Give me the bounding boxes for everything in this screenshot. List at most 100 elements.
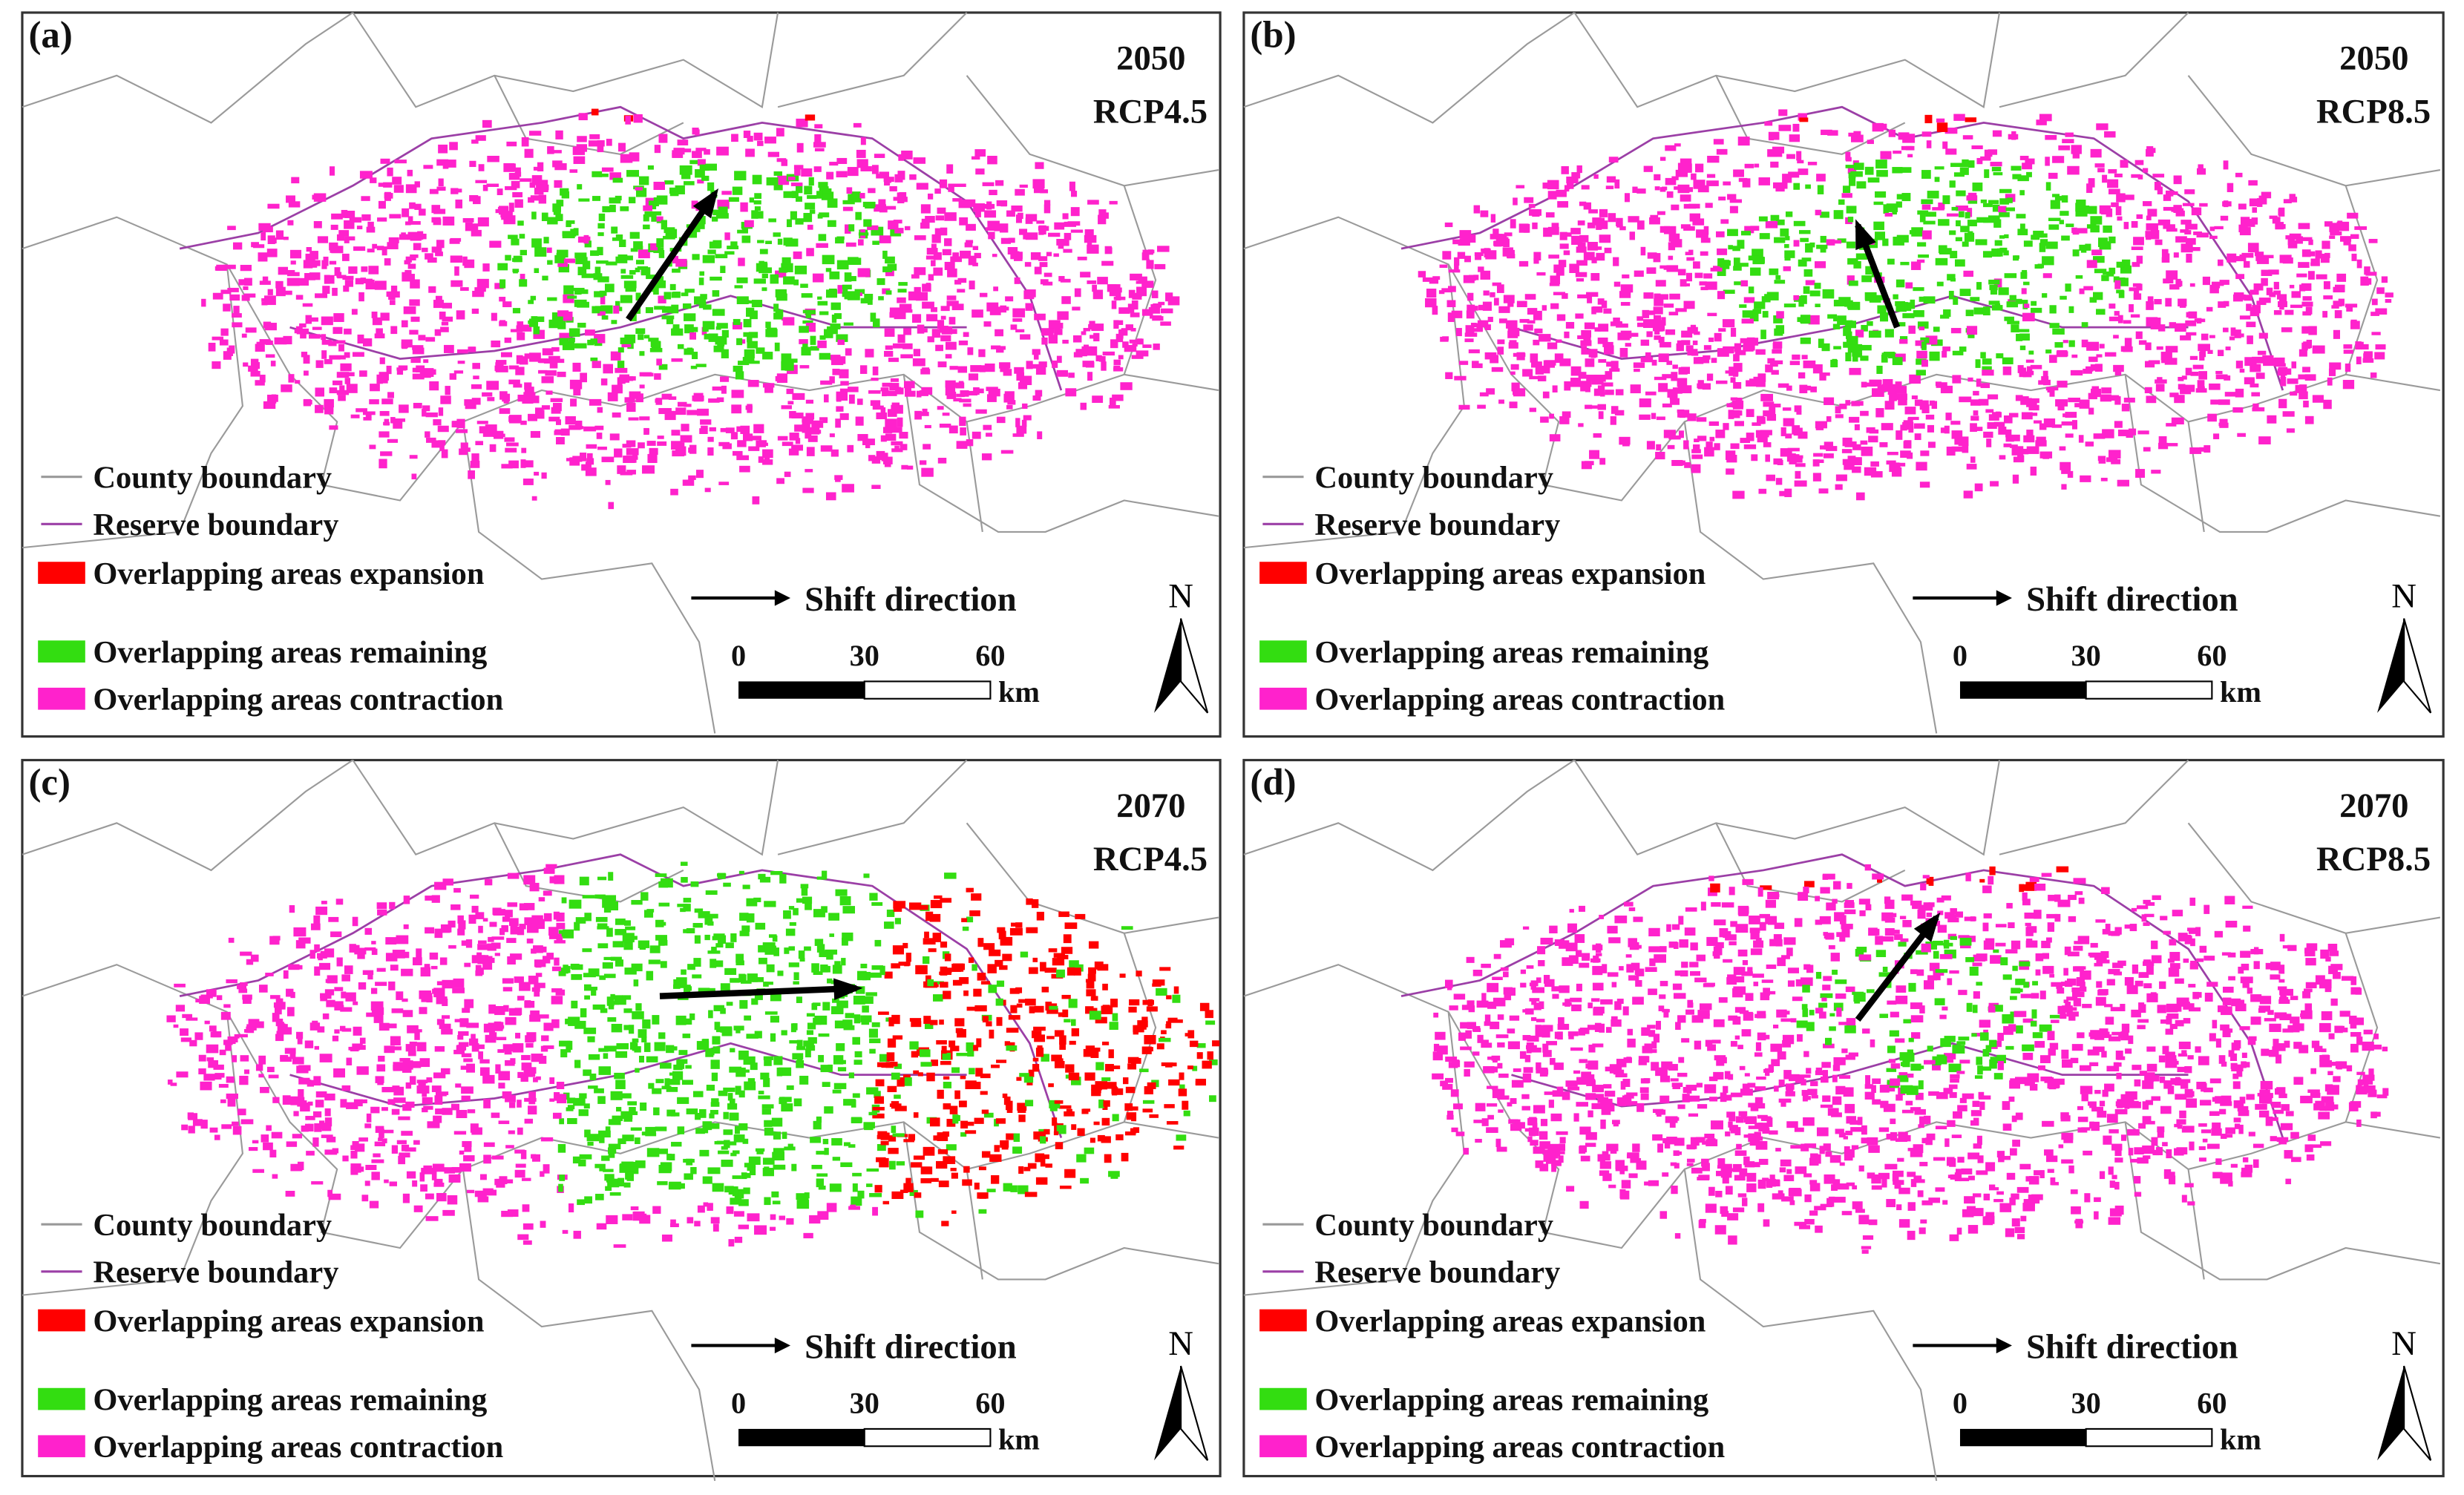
pixel: [348, 266, 358, 275]
pixel: [1506, 320, 1518, 329]
pixel: [472, 363, 480, 369]
pixel: [504, 337, 511, 344]
pixel: [898, 282, 908, 286]
pixel: [1779, 490, 1788, 496]
pixel: [520, 1073, 528, 1082]
pixel: [290, 1163, 303, 1172]
pixel: [1976, 157, 1983, 165]
pixel: [629, 391, 641, 399]
pixel: [289, 1051, 296, 1059]
pixel: [811, 420, 824, 428]
pixel: [865, 439, 871, 449]
pixel: [1130, 273, 1142, 280]
pixel: [291, 177, 300, 184]
pixel: [531, 211, 537, 220]
pixel: [515, 367, 525, 375]
pixel: [1970, 297, 1980, 301]
pixel: [608, 1147, 617, 1154]
pixel: [816, 243, 828, 249]
pixel: [1097, 277, 1108, 285]
pixel: [677, 344, 684, 349]
pixel: [1112, 394, 1124, 401]
pixel: [1894, 386, 1907, 394]
pixel: [1002, 953, 1012, 962]
pixel: [1142, 344, 1152, 348]
pixel: [1864, 292, 1877, 300]
pixel: [1740, 231, 1752, 236]
pixel: [937, 1089, 944, 1099]
pixel: [365, 1165, 377, 1171]
pixel: [557, 263, 569, 267]
pixel: [979, 365, 986, 372]
pixel: [1131, 300, 1138, 310]
pixel: [666, 315, 674, 324]
pixel: [764, 1059, 772, 1066]
pixel: [456, 310, 465, 320]
pixel: [773, 171, 783, 176]
pixel: [2062, 413, 2072, 418]
pixel: [1178, 1088, 1187, 1097]
pixel: [1076, 1154, 1087, 1163]
pixel: [694, 935, 701, 944]
pixel: [744, 349, 755, 358]
pixel: [396, 367, 404, 375]
pixel: [605, 1186, 612, 1192]
pixel: [937, 320, 945, 329]
pixel: [983, 321, 992, 327]
pixel: [381, 398, 393, 404]
pixel: [575, 257, 588, 265]
pixel: [586, 1134, 600, 1142]
shift-arrow-head: [1855, 219, 1876, 251]
pixel: [340, 1007, 353, 1012]
pixel: [237, 1034, 248, 1038]
pixel: [1033, 187, 1044, 194]
pixel: [381, 1087, 394, 1093]
pixel: [483, 1099, 491, 1108]
pixel: [920, 1178, 932, 1183]
pixel: [2363, 351, 2373, 358]
pixel: [992, 254, 997, 257]
pixel: [1835, 406, 1841, 414]
pixel: [265, 340, 273, 345]
pixel: [223, 264, 236, 269]
pixel: [632, 1038, 639, 1043]
pixel: [230, 1038, 238, 1042]
pixel: [232, 242, 243, 250]
pixel: [1785, 236, 1790, 240]
pixel: [1114, 287, 1122, 293]
pixel: [1622, 274, 1630, 279]
pixel: [545, 370, 557, 376]
pixel: [1868, 436, 1878, 443]
pixel: [1816, 174, 1826, 182]
pixel: [2334, 310, 2342, 318]
pixel: [1910, 299, 1916, 309]
pixel: [1864, 467, 1877, 476]
pixel: [712, 386, 724, 391]
pixel: [592, 306, 600, 314]
pixel: [981, 1151, 991, 1158]
pixel: [456, 188, 462, 193]
pixel: [1694, 272, 1703, 278]
pixel: [2330, 231, 2342, 236]
pixel: [419, 208, 426, 216]
pixel: [848, 1144, 856, 1148]
pixel: [2163, 278, 2174, 284]
pixel: [341, 209, 348, 218]
pixel: [1732, 246, 1740, 252]
pixel: [1728, 245, 1733, 250]
pixel: [471, 1043, 479, 1052]
pixel: [706, 1085, 715, 1091]
pixel: [1444, 222, 1453, 228]
pixel: [2252, 407, 2265, 412]
pixel: [2016, 455, 2025, 462]
pixel: [991, 345, 1001, 349]
pixel: [914, 267, 926, 275]
pixel: [306, 317, 318, 322]
pixel: [280, 1057, 292, 1062]
pixel: [800, 884, 809, 889]
pixel: [882, 427, 893, 433]
pixel: [2006, 301, 2019, 308]
pixel: [380, 312, 390, 321]
pixel: [2052, 328, 2065, 335]
pixel: [1881, 384, 1889, 392]
